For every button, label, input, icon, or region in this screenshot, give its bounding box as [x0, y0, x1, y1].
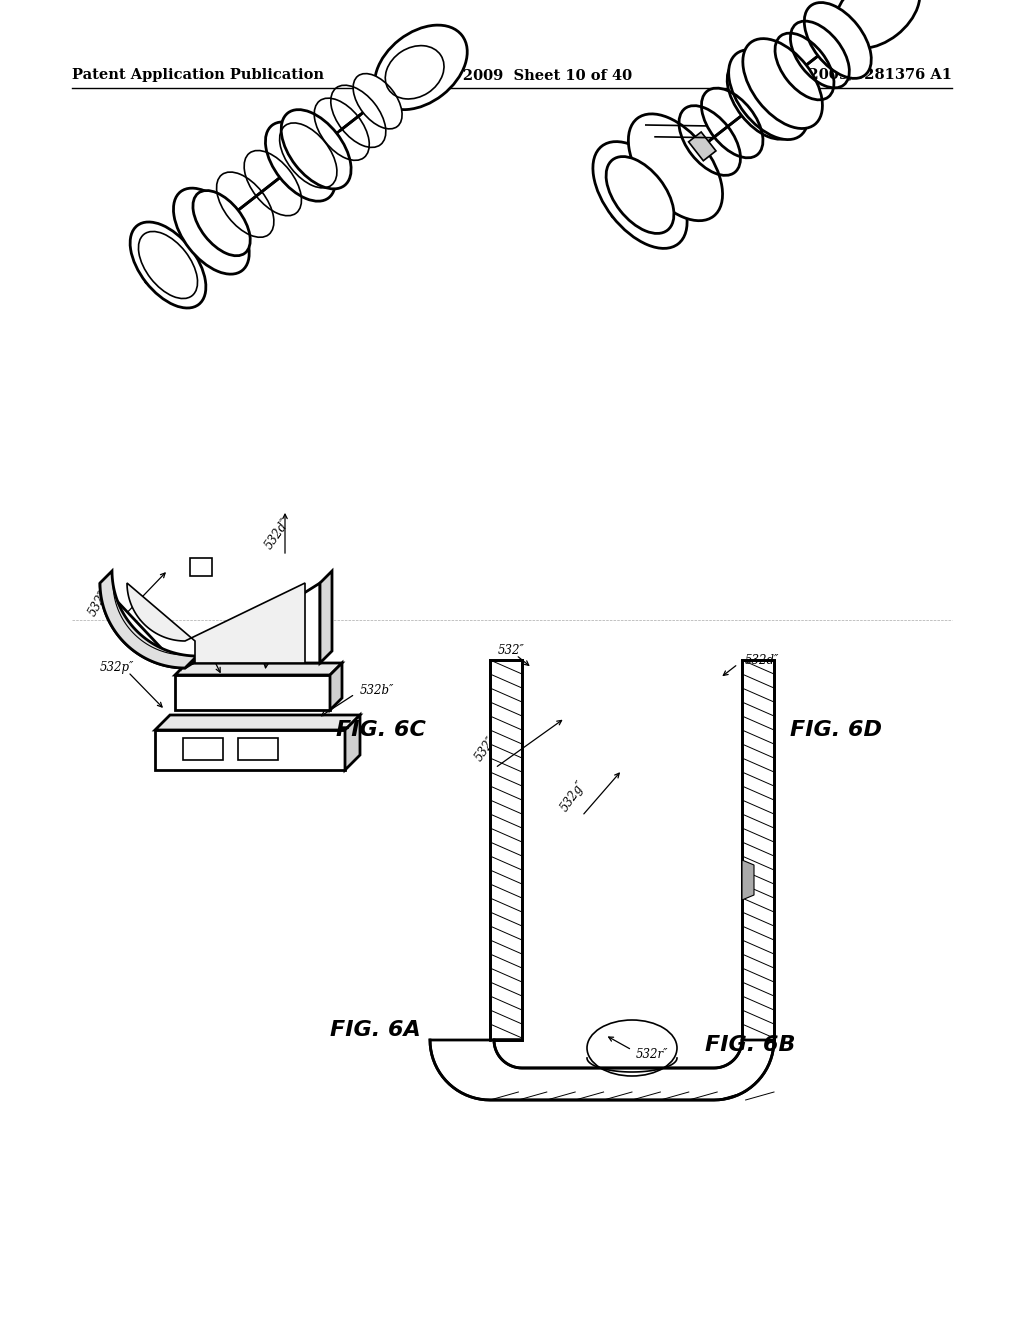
Text: Patent Application Publication: Patent Application Publication [72, 69, 324, 82]
Bar [183, 738, 223, 760]
Text: 532″: 532″ [86, 589, 111, 618]
Polygon shape [688, 132, 716, 161]
Text: FIG. 6A: FIG. 6A [330, 1020, 421, 1040]
Ellipse shape [606, 157, 674, 234]
Ellipse shape [804, 3, 871, 78]
Text: FIG. 6C: FIG. 6C [336, 719, 426, 741]
Polygon shape [742, 660, 774, 1040]
Ellipse shape [173, 189, 249, 275]
Bar [190, 558, 212, 576]
Ellipse shape [742, 38, 822, 128]
Ellipse shape [835, 0, 920, 49]
Text: 532b″: 532b″ [360, 684, 394, 697]
Polygon shape [155, 730, 345, 770]
Ellipse shape [375, 25, 467, 110]
Text: 532r″: 532r″ [636, 1048, 669, 1061]
Text: Nov. 12, 2009  Sheet 10 of 40: Nov. 12, 2009 Sheet 10 of 40 [392, 69, 632, 82]
Text: 532″: 532″ [473, 734, 499, 764]
Ellipse shape [282, 110, 351, 189]
Polygon shape [127, 583, 305, 663]
Text: 532g″: 532g″ [558, 777, 588, 813]
Ellipse shape [265, 121, 335, 201]
Ellipse shape [138, 231, 198, 298]
Bar [238, 738, 278, 760]
Text: 532d″: 532d″ [263, 516, 293, 552]
Ellipse shape [353, 74, 402, 129]
Text: US 2009/0281376 A1: US 2009/0281376 A1 [780, 69, 952, 82]
Text: 532d″: 532d″ [745, 653, 779, 667]
Ellipse shape [629, 114, 723, 220]
Ellipse shape [130, 222, 206, 308]
Ellipse shape [727, 59, 797, 139]
Polygon shape [319, 572, 332, 663]
Polygon shape [100, 583, 319, 668]
Polygon shape [155, 715, 360, 730]
Text: 532″: 532″ [498, 644, 525, 656]
Polygon shape [490, 660, 522, 1040]
Text: FIG. 6B: FIG. 6B [705, 1035, 796, 1055]
Text: 532p″: 532p″ [100, 661, 134, 675]
Text: 532t″: 532t″ [197, 644, 228, 656]
Polygon shape [430, 1040, 774, 1100]
Polygon shape [345, 715, 360, 770]
Polygon shape [330, 663, 342, 710]
Polygon shape [175, 663, 342, 675]
Ellipse shape [729, 50, 808, 140]
Ellipse shape [593, 141, 687, 248]
Polygon shape [742, 861, 754, 900]
Text: 532″: 532″ [262, 634, 289, 647]
Ellipse shape [193, 190, 250, 256]
Polygon shape [100, 572, 197, 668]
Polygon shape [175, 675, 330, 710]
Text: FIG. 6D: FIG. 6D [790, 719, 882, 741]
